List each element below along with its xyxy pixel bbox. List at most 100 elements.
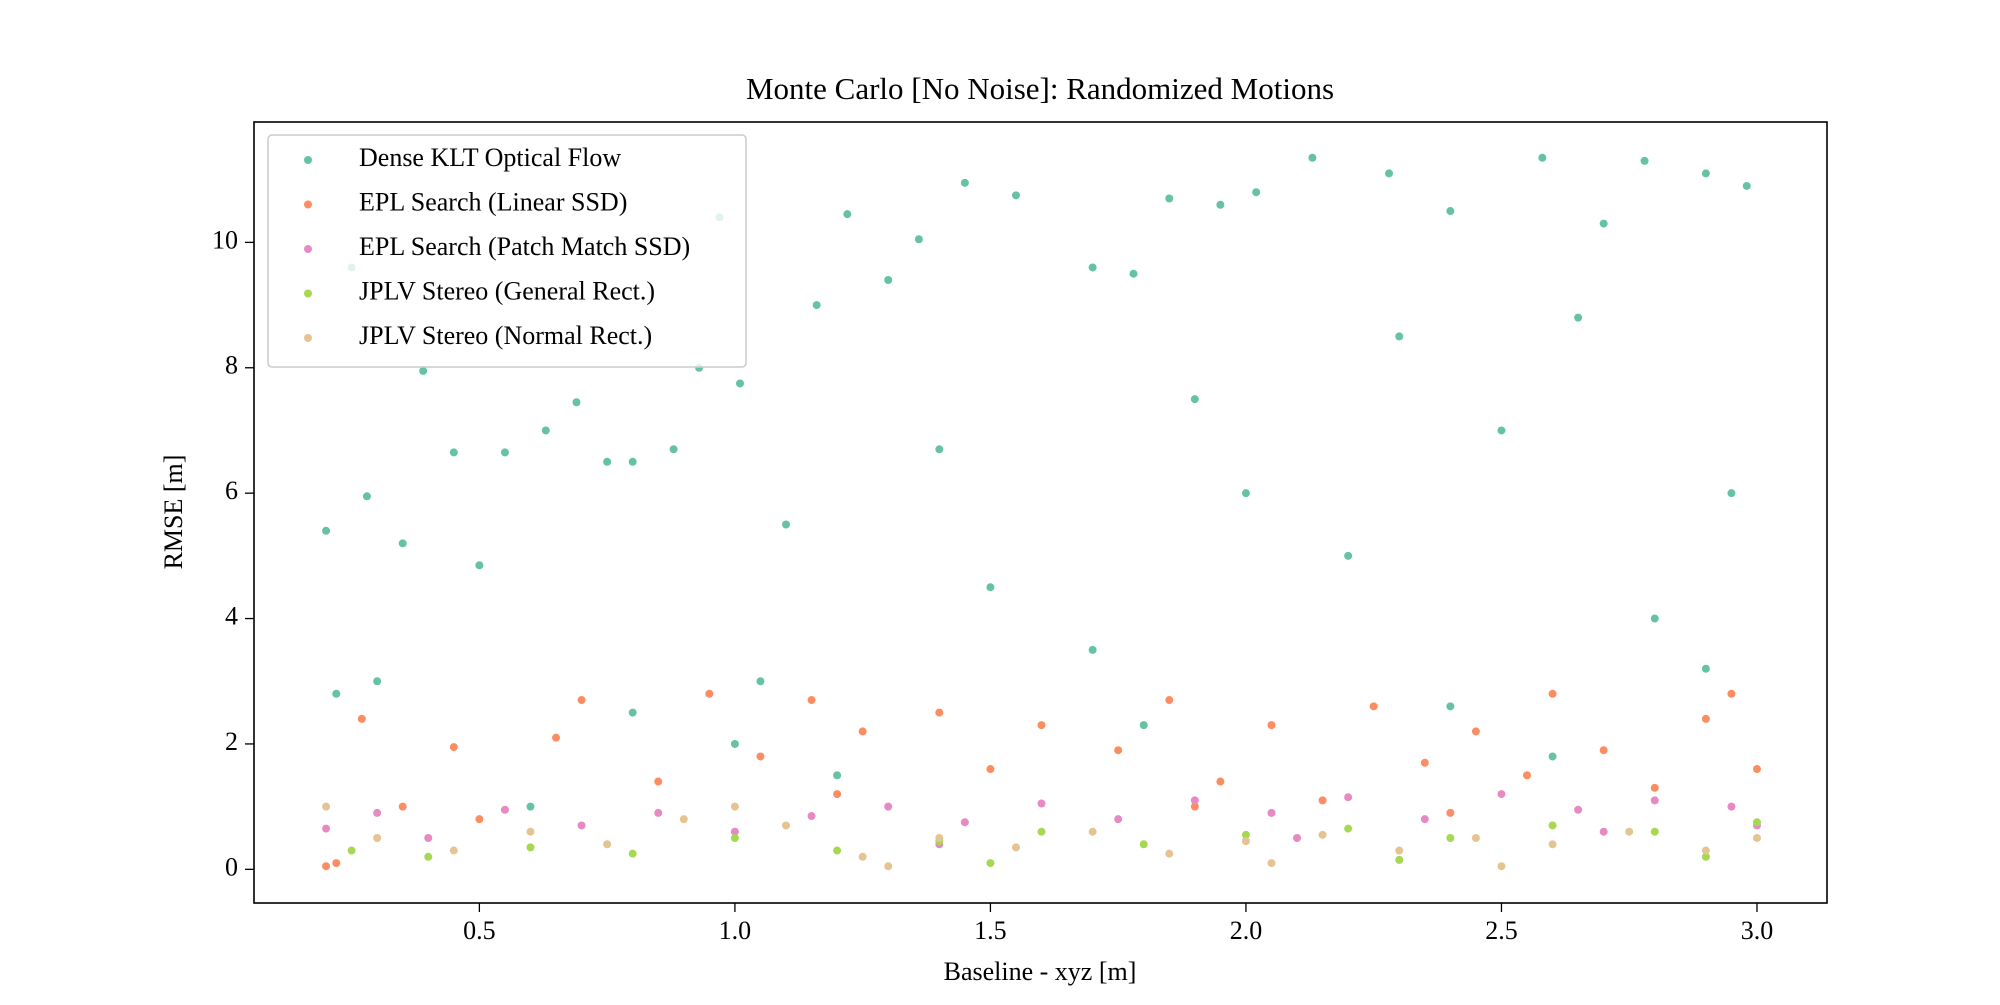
scatter-point xyxy=(1701,664,1710,673)
scatter-point xyxy=(935,445,944,454)
scatter-point xyxy=(986,583,995,592)
scatter-point xyxy=(475,815,484,824)
y-tick-label: 4 xyxy=(225,602,238,631)
scatter-point xyxy=(812,301,821,310)
scatter-point xyxy=(1574,313,1583,322)
scatter-point xyxy=(500,448,509,457)
scatter-point xyxy=(1165,849,1174,858)
scatter-point xyxy=(1574,805,1583,814)
scatter-point xyxy=(1701,714,1710,723)
scatter-point xyxy=(475,561,484,570)
y-tick-label: 0 xyxy=(225,852,238,881)
scatter-point xyxy=(424,852,433,861)
scatter-point xyxy=(705,689,714,698)
scatter-point xyxy=(1011,843,1020,852)
legend-marker xyxy=(304,200,312,209)
x-tick-label: 1.0 xyxy=(719,916,752,945)
scatter-point xyxy=(669,445,678,454)
scatter-point xyxy=(1369,702,1378,711)
scatter-point xyxy=(1318,796,1327,805)
scatter-point xyxy=(1701,169,1710,178)
scatter-point xyxy=(322,802,331,811)
scatter-point xyxy=(858,852,867,861)
scatter-point xyxy=(572,398,581,407)
scatter-point xyxy=(1599,219,1608,228)
scatter-point xyxy=(1446,808,1455,817)
scatter-point xyxy=(322,862,331,871)
legend-label: EPL Search (Linear SSD) xyxy=(359,187,627,216)
scatter-point xyxy=(526,827,535,836)
scatter-point xyxy=(1471,833,1480,842)
legend-label: JPLV Stereo (Normal Rect.) xyxy=(359,321,652,350)
legend-marker xyxy=(304,334,312,342)
x-tick-label: 1.5 xyxy=(974,916,1007,945)
scatter-point xyxy=(1139,721,1148,730)
scatter-point xyxy=(1308,153,1317,162)
scatter-point xyxy=(1727,489,1736,498)
y-tick-label: 6 xyxy=(225,476,238,505)
scatter-point xyxy=(1497,426,1506,435)
scatter-point xyxy=(449,743,458,752)
scatter-point xyxy=(1088,827,1097,836)
scatter-point xyxy=(1165,696,1174,705)
scatter-point xyxy=(807,696,816,705)
scatter-point xyxy=(1446,207,1455,216)
scatter-point xyxy=(398,802,407,811)
scatter-point xyxy=(347,846,356,855)
scatter-point xyxy=(730,802,739,811)
scatter-point xyxy=(1742,181,1751,190)
chart-title: Monte Carlo [No Noise]: Randomized Motio… xyxy=(746,71,1334,106)
scatter-point xyxy=(332,859,341,868)
scatter-point xyxy=(1395,846,1404,855)
scatter-point xyxy=(1267,721,1276,730)
scatter-point xyxy=(1190,796,1199,805)
scatter-point xyxy=(357,714,366,723)
scatter-point xyxy=(1190,395,1199,404)
scatter-point xyxy=(807,812,816,821)
scatter-point xyxy=(1640,156,1649,165)
scatter-point xyxy=(373,833,382,842)
scatter-point xyxy=(986,765,995,774)
scatter-point xyxy=(833,790,842,799)
scatter-point xyxy=(449,846,458,855)
scatter-point xyxy=(730,827,739,836)
scatter-point xyxy=(1385,169,1394,178)
scatter-point xyxy=(541,426,550,435)
scatter-point xyxy=(1395,332,1404,341)
scatter-point xyxy=(1752,765,1761,774)
scatter-point xyxy=(1293,833,1302,842)
scatter-point xyxy=(1037,827,1046,836)
scatter-point xyxy=(1625,827,1634,836)
scatter-point xyxy=(1088,645,1097,654)
scatter-point xyxy=(628,708,637,717)
scatter-point xyxy=(1318,830,1327,839)
scatter-point xyxy=(577,821,586,830)
scatter-point xyxy=(577,696,586,705)
scatter-point xyxy=(1344,793,1353,802)
plot-frame xyxy=(253,121,1828,904)
scatter-point xyxy=(1650,796,1659,805)
scatter-point xyxy=(373,677,382,686)
legend-marker xyxy=(304,245,312,253)
scatter-point xyxy=(526,802,535,811)
scatter-point xyxy=(1523,771,1532,780)
scatter-point xyxy=(1088,263,1097,272)
scatter-point xyxy=(654,808,663,817)
scatter-point xyxy=(424,833,433,842)
scatter-point xyxy=(1727,802,1736,811)
scatter-point xyxy=(1548,689,1557,698)
scatter-point xyxy=(1252,188,1261,197)
y-tick-label: 2 xyxy=(225,727,238,756)
scatter-point xyxy=(1538,153,1547,162)
scatter-point xyxy=(1190,802,1199,811)
scatter-point xyxy=(1241,830,1250,839)
scatter-point xyxy=(1037,799,1046,808)
scatter-point xyxy=(1650,614,1659,623)
scatter-point xyxy=(960,178,969,187)
x-tick-label: 0.5 xyxy=(463,916,496,945)
scatter-point xyxy=(1548,840,1557,849)
scatter-point xyxy=(884,862,893,871)
scatter-point xyxy=(449,448,458,457)
scatter-point xyxy=(1650,783,1659,792)
